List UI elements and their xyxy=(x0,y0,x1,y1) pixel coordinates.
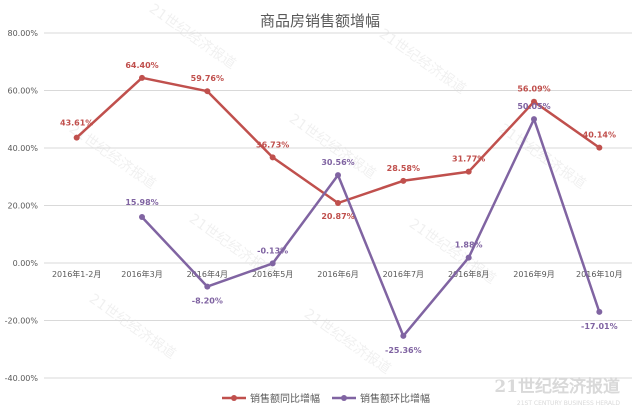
data-label: 56.09% xyxy=(517,85,550,94)
x-tick-label: 2016年8月 xyxy=(448,269,489,279)
y-tick-label: 80.00% xyxy=(7,29,38,38)
data-label: 64.40% xyxy=(125,61,158,70)
x-tick-label: 2016年10月 xyxy=(576,269,623,279)
data-point xyxy=(204,88,211,95)
data-point xyxy=(400,332,407,339)
legend-label: 销售额同比增幅 xyxy=(250,392,320,405)
y-tick-label: 40.00% xyxy=(7,144,38,153)
x-tick-label: 2016年4月 xyxy=(187,269,228,279)
data-point xyxy=(531,98,537,105)
series-points xyxy=(73,74,603,339)
legend-marker xyxy=(341,395,347,401)
data-label: 1.88% xyxy=(455,241,483,250)
legend-marker xyxy=(231,395,237,401)
chart-title: 商品房销售额增幅 xyxy=(260,12,380,30)
data-point xyxy=(139,74,145,81)
data-point xyxy=(335,199,341,206)
x-tick-label: 2016年1-2月 xyxy=(52,269,101,279)
brand-logo: 21世纪经济报道 21ST CENTURY BUSINESS HERALD xyxy=(494,376,620,407)
x-tick-label: 2016年7月 xyxy=(383,269,424,279)
x-axis: 2016年1-2月 2016年3月 2016年4月 2016年5月 2016年6月 201… xyxy=(52,269,623,279)
watermark-text: 21世纪经济报道 xyxy=(146,1,239,73)
data-label: -8.20% xyxy=(192,297,223,306)
y-tick-label: 0.00% xyxy=(13,259,39,268)
watermark-text: 21世纪经济报道 xyxy=(301,306,394,378)
watermark-text: 21世纪经济报道 xyxy=(66,121,159,193)
legend: 销售额同比增幅 销售额环比增幅 xyxy=(222,392,430,405)
brand-logo-subtext: 21ST CENTURY BUSINESS HERALD xyxy=(517,400,620,407)
data-label: -25.36% xyxy=(385,346,422,355)
data-label: 20.87% xyxy=(321,212,354,221)
data-point xyxy=(400,177,407,184)
data-point xyxy=(269,154,276,161)
watermark-text: 21世纪经济报道 xyxy=(286,111,379,183)
data-point xyxy=(73,134,80,141)
data-label: 40.14% xyxy=(583,131,616,140)
legend-label: 销售额环比增幅 xyxy=(360,392,430,405)
data-point xyxy=(596,144,603,151)
series-line xyxy=(141,117,601,338)
data-label: 50.05% xyxy=(517,102,550,111)
data-label: 31.77% xyxy=(452,155,485,164)
x-tick-label: 2016年5月 xyxy=(252,269,293,279)
data-label: -17.01% xyxy=(581,322,618,331)
data-point xyxy=(596,308,603,315)
data-point xyxy=(204,283,211,290)
y-tick-label: 20.00% xyxy=(7,202,38,211)
y-tick-label: -20.00% xyxy=(5,317,39,326)
x-tick-label: 2016年3月 xyxy=(121,269,162,279)
y-tick-label: -40.00% xyxy=(5,374,39,383)
data-point xyxy=(139,214,145,221)
watermark-text: 21世纪经济报道 xyxy=(376,26,469,98)
data-label: 59.76% xyxy=(191,74,224,83)
data-label: 30.56% xyxy=(321,158,354,167)
y-tick-label: 60.00% xyxy=(7,87,38,96)
data-point xyxy=(269,260,276,267)
x-tick-label: 2016年9月 xyxy=(513,269,554,279)
data-point xyxy=(465,168,472,175)
data-point xyxy=(335,172,341,179)
y-axis: 80.00% 60.00% 40.00% 20.00% 0.00% -20.00% -40.… xyxy=(5,29,39,383)
data-label: 43.61% xyxy=(60,119,93,128)
data-label: -0.13% xyxy=(257,246,288,255)
data-point xyxy=(465,254,472,261)
data-label: 36.73% xyxy=(256,140,289,149)
data-point xyxy=(531,116,537,123)
watermark-text: 21世纪经济报道 xyxy=(86,291,179,363)
data-label: 15.98% xyxy=(125,198,158,207)
data-label: 28.58% xyxy=(387,164,420,173)
data-labels: 43.61% 64.40% 59.76% 36.73% 20.87% 28.58% 31.7… xyxy=(60,61,618,355)
brand-logo-text: 21世纪经济报道 xyxy=(494,376,620,397)
x-tick-label: 2016年6月 xyxy=(317,269,358,279)
